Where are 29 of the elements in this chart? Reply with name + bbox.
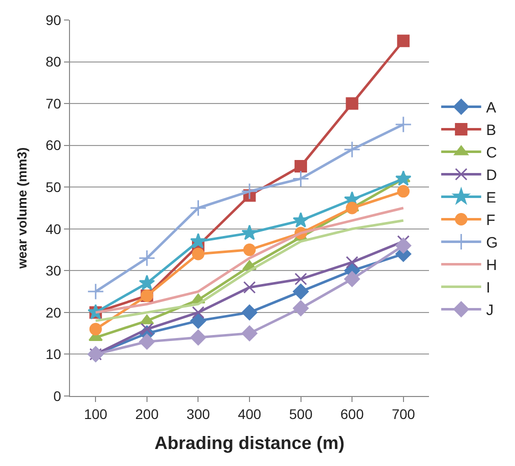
y-tick-label: 80: [46, 54, 62, 70]
legend-label: D: [486, 167, 498, 184]
x-tick-label: 500: [289, 406, 313, 422]
y-tick-label: 0: [53, 388, 62, 404]
y-tick-label: 20: [46, 304, 62, 320]
x-tick-label: 200: [135, 406, 159, 422]
x-tick-label: 300: [186, 406, 210, 422]
legend-label: B: [486, 122, 496, 140]
y-tick-label: 10: [46, 346, 62, 362]
x-tick-label: 700: [392, 406, 416, 422]
x-tick-label: 600: [340, 406, 364, 422]
y-tick-label: 90: [46, 12, 62, 28]
legend-label: J: [486, 302, 494, 320]
legend-label: G: [486, 234, 498, 252]
legend-label: F: [486, 212, 496, 230]
y-tick-label: 40: [46, 220, 62, 237]
y-tick-label: 60: [46, 137, 62, 154]
legend-label: H: [486, 257, 498, 274]
legend-label: C: [486, 144, 498, 162]
y-tick-label: 30: [46, 262, 62, 279]
x-tick-label: 100: [84, 406, 108, 422]
x-tick-label: 400: [238, 406, 262, 422]
legend-label: A: [486, 100, 496, 117]
x-axis-title: Abrading distance (m): [154, 432, 345, 453]
y-tick-label: 50: [46, 179, 62, 196]
legend-label: E: [486, 190, 496, 207]
y-axis-title: wear volume (mm3): [14, 147, 30, 270]
y-tick-label: 70: [46, 95, 62, 112]
legend-label: I: [486, 280, 490, 297]
